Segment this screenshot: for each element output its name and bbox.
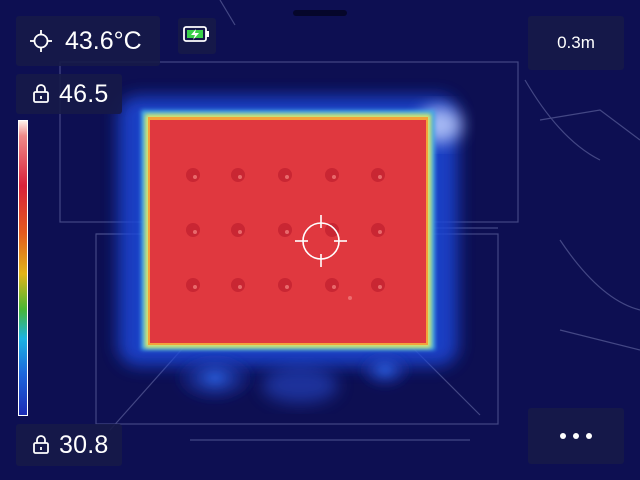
spot-temperature-panel[interactable]: 43.6°C	[16, 16, 160, 66]
more-button[interactable]	[528, 408, 624, 464]
max-temperature-value: 46.5	[59, 79, 109, 108]
lock-icon	[32, 84, 50, 104]
temperature-color-scale	[18, 120, 28, 416]
lock-icon	[32, 435, 50, 455]
center-reticle	[295, 215, 347, 267]
battery-charging-icon	[183, 25, 211, 48]
spot-temperature-value: 43.6°C	[65, 26, 142, 55]
min-temperature-value: 30.8	[59, 430, 109, 459]
more-dots-icon	[560, 433, 592, 439]
battery-status	[178, 18, 216, 54]
distance-value: 0.3m	[557, 33, 595, 52]
max-temperature-lock-button[interactable]: 46.5	[16, 74, 122, 114]
top-notch	[293, 10, 347, 16]
min-temperature-lock-button[interactable]: 30.8	[16, 424, 122, 466]
crosshair-icon	[30, 30, 52, 52]
distance-button[interactable]: 0.3m	[528, 16, 624, 70]
